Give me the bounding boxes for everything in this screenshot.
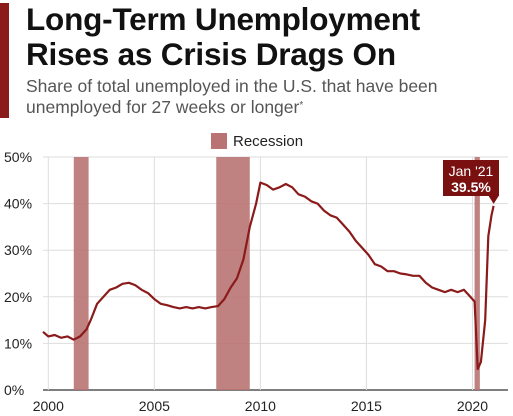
x-tick-label: 2000 [33, 398, 64, 414]
legend: Recession [211, 133, 303, 150]
annotation-date-label: Jan '21 [449, 163, 494, 179]
recession-band [73, 157, 89, 390]
latest-value-annotation: Jan '21 39.5% [443, 160, 499, 204]
chart-title: Long-Term Unemployment Rises as Crisis D… [26, 1, 421, 72]
y-axis-ticks: 0% 10% 20% 30% 40% 50% [4, 149, 32, 398]
x-tick-label: 2005 [139, 398, 170, 414]
subtitle-footnote-marker: * [299, 100, 304, 111]
y-tick-label: 10% [4, 335, 32, 351]
legend-swatch-recession [211, 133, 227, 149]
y-tick-label: 40% [4, 196, 32, 212]
y-tick-label: 30% [4, 242, 32, 258]
x-tick-label: 2010 [245, 398, 276, 414]
x-tick-label: 2015 [351, 398, 382, 414]
x-tick-label: 2020 [457, 398, 488, 414]
y-tick-label: 20% [4, 289, 32, 305]
recession-band [474, 157, 480, 390]
subtitle-text: Share of total unemployed in the U.S. th… [26, 76, 438, 117]
y-tick-label: 50% [4, 149, 32, 165]
title-accent-bar [0, 3, 9, 118]
series-line [42, 181, 495, 371]
y-tick-label: 0% [4, 382, 24, 398]
annotation-value-label: 39.5% [451, 179, 491, 195]
annotation-pointer [488, 196, 499, 204]
legend-label-recession: Recession [233, 133, 303, 150]
recession-band [216, 157, 250, 390]
gridlines [43, 156, 508, 391]
chart-subtitle: Share of total unemployed in the U.S. th… [26, 76, 511, 118]
recession-bands [73, 157, 480, 390]
x-axis-ticks: 2000 2005 2010 2015 2020 [33, 398, 488, 414]
annotation-box [443, 160, 499, 196]
